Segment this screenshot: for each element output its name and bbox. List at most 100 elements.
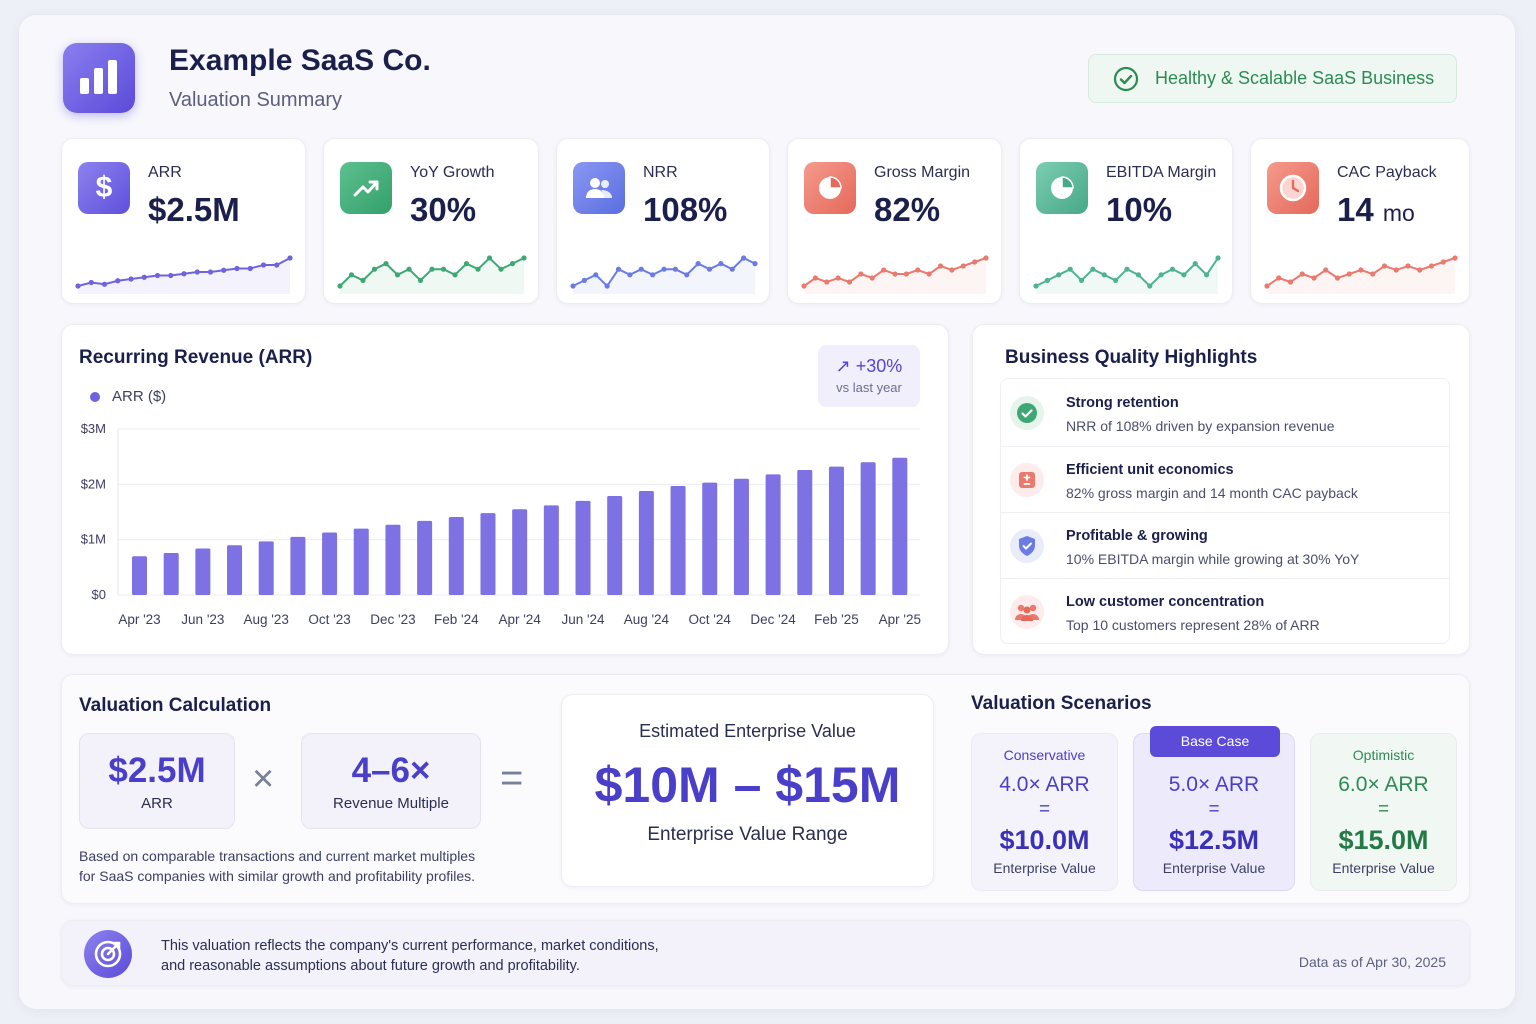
sparkline-point bbox=[221, 267, 227, 273]
sparkline-point bbox=[1204, 272, 1210, 278]
sparkline-point bbox=[937, 263, 944, 269]
sparkline-point bbox=[274, 262, 280, 268]
bar-chart-logo-icon bbox=[63, 43, 135, 113]
scenario-value: $12.5M bbox=[1168, 825, 1260, 855]
arr-bar bbox=[797, 469, 813, 595]
kpi-value: 82% bbox=[874, 191, 941, 228]
sparkline-point bbox=[371, 266, 378, 272]
sparkline-point bbox=[287, 255, 293, 261]
highlights-card bbox=[972, 324, 1470, 655]
kpi-card-ebitda-margin[interactable]: EBITDA Margin 10% bbox=[1019, 138, 1233, 304]
kpi-card-arr[interactable]: $ ARR $2.5M bbox=[61, 138, 306, 304]
sparkline-yoy-growth bbox=[337, 255, 527, 294]
scenario-equals: = bbox=[1038, 799, 1051, 820]
target-icon bbox=[84, 930, 132, 978]
sparkline-point bbox=[75, 283, 81, 289]
sparkline-point bbox=[650, 272, 656, 278]
x-tick-label: Jun '23 bbox=[181, 612, 224, 627]
sparkline-point bbox=[521, 255, 527, 261]
kpi-value: 10% bbox=[1106, 191, 1173, 228]
x-tick-label: Apr '24 bbox=[498, 612, 541, 627]
sparkline-point bbox=[960, 263, 966, 269]
sparkline-point bbox=[1067, 266, 1073, 272]
sparkline-point bbox=[824, 279, 830, 285]
sparkline-point bbox=[1090, 266, 1096, 272]
scenario-multiple: 4.0× ARR bbox=[999, 773, 1090, 796]
status-badge: Healthy & Scalable SaaS Business bbox=[1088, 54, 1457, 103]
x-tick-label: Aug '24 bbox=[624, 612, 670, 627]
arr-bar bbox=[163, 552, 179, 595]
y-tick-label: $0 bbox=[92, 587, 106, 602]
highlights-title: Business Quality Highlights bbox=[1005, 347, 1258, 368]
sparkline-area bbox=[340, 258, 524, 294]
sparkline-point bbox=[88, 279, 94, 286]
sparkline-point bbox=[348, 272, 355, 278]
arr-bar bbox=[290, 536, 306, 595]
sparkline-point bbox=[1101, 272, 1107, 278]
sparkline-point bbox=[570, 283, 576, 289]
sparkline-point bbox=[1181, 272, 1187, 278]
sparkline-nrr bbox=[570, 255, 758, 294]
pie-chart-icon bbox=[1036, 162, 1088, 214]
people-icon bbox=[1010, 595, 1044, 629]
sparkline-point bbox=[846, 279, 853, 285]
scenario-label: Enterprise Value bbox=[1332, 860, 1435, 876]
x-tick-label: Apr '23 bbox=[118, 612, 160, 627]
scenario-label: Enterprise Value bbox=[993, 860, 1096, 876]
valuation-note: Based on comparable transactions and cur… bbox=[79, 848, 476, 884]
kpi-label: CAC Payback bbox=[1337, 164, 1437, 181]
arr-bar bbox=[892, 457, 908, 595]
scenario-equals: = bbox=[1208, 799, 1220, 820]
highlights-list bbox=[1000, 378, 1450, 644]
dollar-icon: $ bbox=[78, 162, 130, 214]
scenario-value: $10.0M bbox=[999, 825, 1090, 855]
kpi-label: YoY Growth bbox=[410, 164, 495, 181]
scenario-multiple: 6.0× ARR bbox=[1338, 773, 1429, 796]
sparkline-point bbox=[684, 272, 690, 278]
scenario-name-badge: Base Case bbox=[1150, 726, 1280, 757]
sparkline-point bbox=[234, 265, 240, 272]
sparkline-point bbox=[337, 283, 343, 289]
arr-bar-chart: $0 $1M $2M $3M Apr '23 Jun '23 Aug '23 Oct '23 D… bbox=[81, 421, 921, 627]
kpi-card-yoy-growth[interactable]: YoY Growth 30% bbox=[323, 138, 539, 304]
x-tick-label: Oct '24 bbox=[689, 612, 732, 627]
arr-bar bbox=[670, 485, 686, 595]
arr-bar bbox=[195, 548, 211, 595]
multiple-input-box: 4–6× Revenue Multiple bbox=[301, 733, 481, 829]
arr-chart-title: Recurring Revenue (ARR) bbox=[79, 347, 313, 368]
sparkline-point bbox=[972, 259, 978, 265]
highlight-item: Low customer concentration Top 10 custom… bbox=[1000, 578, 1450, 644]
kpi-label: EBITDA Margin bbox=[1106, 164, 1217, 181]
scenario-optimistic[interactable]: Optimistic 6.0× ARR = $15.0M Enterprise … bbox=[1310, 733, 1457, 891]
sparkline-point bbox=[706, 266, 713, 272]
arr-bar bbox=[543, 505, 559, 595]
sparkline-point bbox=[1192, 261, 1198, 267]
multiple-input-value: 4–6× bbox=[351, 751, 431, 790]
kpi-card-cac-payback[interactable]: CAC Payback 14 mo bbox=[1250, 138, 1470, 304]
x-tick-label: Feb '25 bbox=[814, 612, 859, 627]
sparkline-point bbox=[1078, 277, 1085, 283]
sparkline-point bbox=[718, 261, 724, 267]
sparkline-point bbox=[627, 272, 633, 278]
sparkline-point bbox=[1334, 275, 1341, 281]
sparkline-point bbox=[835, 275, 841, 281]
sparkline-point bbox=[1287, 279, 1294, 285]
kpi-value: 30% bbox=[410, 191, 477, 228]
valuation-calc-title: Valuation Calculation bbox=[79, 695, 272, 716]
arr-bar bbox=[702, 482, 718, 595]
sparkline-point bbox=[154, 272, 161, 279]
kpi-card-nrr[interactable]: NRR 108% bbox=[556, 138, 770, 304]
scenario-conservative[interactable]: Conservative 4.0× ARR = $10.0M Enterpris… bbox=[971, 733, 1118, 891]
sparkline-point bbox=[1405, 263, 1411, 269]
company-title: Example SaaS Co. bbox=[169, 44, 431, 77]
status-text: Healthy & Scalable SaaS Business bbox=[1155, 68, 1435, 88]
sparkline-cac-payback bbox=[1264, 255, 1458, 294]
scenario-base-case[interactable]: Base Case 5.0× ARR = $12.5M Enterprise V… bbox=[1133, 726, 1295, 891]
sparkline-arr bbox=[75, 255, 293, 294]
sparkline-point bbox=[881, 267, 887, 273]
sparkline-point bbox=[260, 262, 267, 268]
kpi-card-gross-margin[interactable]: Gross Margin 82% bbox=[787, 138, 1002, 304]
highlight-item: Profitable & growing 10% EBITDA margin w… bbox=[1000, 512, 1450, 578]
sparkline-point bbox=[115, 278, 121, 284]
sparkline-area bbox=[573, 258, 755, 294]
